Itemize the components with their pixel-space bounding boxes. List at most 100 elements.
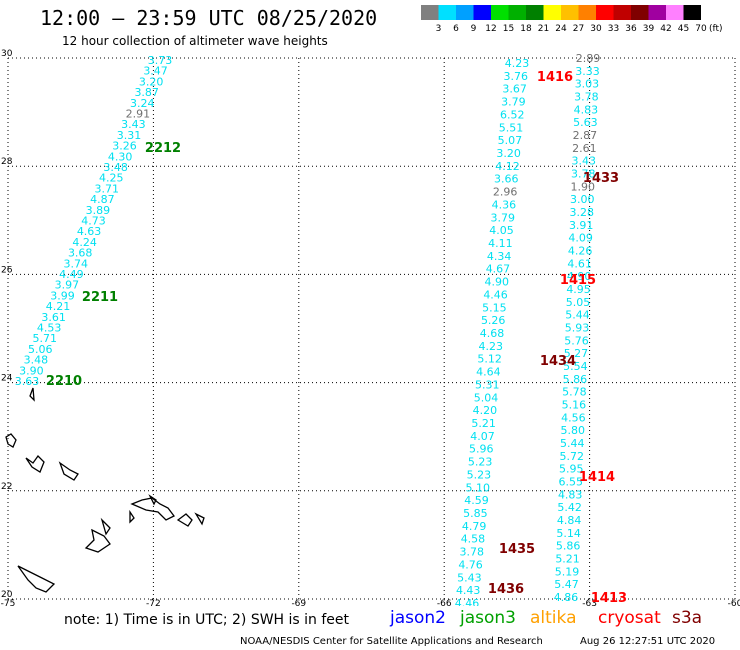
wave-height-value: 4.25 bbox=[99, 172, 124, 185]
wave-height-value: 4.67 bbox=[486, 263, 511, 276]
lat-label: 30 bbox=[1, 49, 13, 59]
wave-height-value: 5.93 bbox=[565, 322, 590, 335]
lon-label: -66 bbox=[437, 599, 452, 606]
wave-height-value: 5.04 bbox=[474, 391, 499, 404]
scale-unit: (ft) bbox=[709, 24, 723, 34]
scale-tick-label: 30 bbox=[590, 24, 602, 34]
scale-swatch bbox=[508, 5, 526, 20]
wave-height-value: 3.87 bbox=[134, 86, 159, 99]
scale-swatch bbox=[421, 5, 439, 20]
scale-tick-label: 42 bbox=[660, 24, 671, 34]
legend-cryosat: cryosat bbox=[598, 608, 661, 628]
pass-time-label: 2212 bbox=[145, 141, 181, 156]
pass-time-label: 2210 bbox=[46, 374, 82, 389]
pass-time-label: 1436 bbox=[488, 582, 524, 597]
wave-height-value: 2.61 bbox=[572, 142, 597, 155]
wave-height-value: 4.46 bbox=[483, 288, 508, 301]
scale-tick-label: 21 bbox=[538, 24, 549, 34]
island-outline bbox=[130, 497, 175, 521]
wave-height-value: 4.23 bbox=[505, 57, 530, 70]
wave-height-value: 3.89 bbox=[86, 204, 111, 217]
wave-height-value: 3.48 bbox=[24, 354, 49, 367]
wave-height-value: 4.84 bbox=[557, 514, 582, 527]
wave-height-value: 5.72 bbox=[560, 450, 585, 463]
pass-time-label: 1434 bbox=[540, 354, 576, 369]
wave-height-value: 4.07 bbox=[470, 430, 495, 443]
wave-height-value: 5.14 bbox=[556, 527, 581, 540]
map-title: 12:00 – 23:59 UTC 08/25/2020 bbox=[40, 6, 378, 30]
lat-label: 26 bbox=[1, 265, 13, 275]
wave-height-value: 5.43 bbox=[457, 571, 482, 584]
island-outline bbox=[58, 461, 79, 481]
scale-swatch bbox=[438, 5, 456, 20]
wave-height-value: 3.61 bbox=[41, 311, 66, 324]
scale-swatch bbox=[631, 5, 649, 20]
island-outline bbox=[176, 513, 193, 527]
scale-tick-label: 27 bbox=[573, 24, 584, 34]
scale-swatch bbox=[473, 5, 491, 20]
wave-height-value: 5.23 bbox=[467, 468, 492, 481]
scale-tick-label: 18 bbox=[520, 24, 532, 34]
wave-height-value: 5.95 bbox=[559, 463, 584, 476]
wave-height-value: 3.71 bbox=[95, 182, 120, 195]
lon-label: -72 bbox=[146, 599, 161, 606]
wave-height-value: 4.86 bbox=[554, 591, 579, 604]
wave-height-value: 5.42 bbox=[557, 501, 582, 514]
wave-height-value: 5.26 bbox=[481, 314, 506, 327]
scale-swatch bbox=[526, 5, 544, 20]
wave-height-value: 3.78 bbox=[571, 168, 596, 181]
wave-height-value: 3.33 bbox=[575, 65, 600, 78]
wave-height-value: 2.87 bbox=[573, 129, 598, 142]
wave-height-value: 6.52 bbox=[500, 108, 525, 121]
wave-height-value: 4.64 bbox=[476, 366, 501, 379]
wave-height-value: 4.87 bbox=[90, 193, 115, 206]
wave-height-value: 5.54 bbox=[563, 360, 588, 373]
wave-height-value: 5.15 bbox=[482, 301, 507, 314]
wave-height-value: 4.90 bbox=[485, 276, 510, 289]
pass-time-label: 2211 bbox=[82, 290, 118, 305]
wave-height-value: 5.47 bbox=[554, 578, 579, 591]
lon-label: -75 bbox=[1, 599, 16, 606]
wave-height-value: 2.91 bbox=[126, 108, 151, 121]
scale-swatch bbox=[613, 5, 631, 20]
wave-height-value: 3.78 bbox=[574, 91, 599, 104]
wave-height-value: 5.44 bbox=[565, 309, 590, 322]
scale-swatch bbox=[456, 5, 474, 20]
wave-height-value: 5.21 bbox=[471, 417, 496, 430]
wave-height-value: 3.91 bbox=[569, 219, 594, 232]
scale-tick-label: 3 bbox=[436, 24, 442, 34]
credit-line: NOAA/NESDIS Center for Satellite Applica… bbox=[240, 636, 543, 647]
scale-tick-label: 9 bbox=[471, 24, 477, 34]
scale-swatch bbox=[491, 5, 509, 20]
pass-time-label: 1414 bbox=[579, 470, 615, 485]
wave-height-value: 3.79 bbox=[501, 96, 526, 109]
wave-height-value: 4.34 bbox=[487, 250, 512, 263]
lon-label: -63 bbox=[582, 599, 597, 606]
wave-height-value: 5.44 bbox=[560, 437, 585, 450]
scale-tick-label: 6 bbox=[453, 24, 459, 34]
wave-height-value: 4.90 bbox=[567, 270, 592, 283]
map-subtitle: 12 hour collection of altimeter wave hei… bbox=[62, 34, 328, 48]
wave-height-value: 4.05 bbox=[489, 224, 514, 237]
wave-height-value: 5.10 bbox=[465, 481, 490, 494]
wave-height-value: 3.97 bbox=[55, 279, 80, 292]
wave-height-value: 4.49 bbox=[59, 268, 84, 281]
scale-tick-label: 12 bbox=[485, 24, 496, 34]
scale-swatch bbox=[578, 5, 596, 20]
wave-height-value: 4.83 bbox=[558, 488, 583, 501]
wave-height-value: 3.78 bbox=[460, 546, 485, 559]
wave-height-value: 3.68 bbox=[68, 247, 93, 260]
scale-tick-label: 36 bbox=[625, 24, 637, 34]
wave-height-value: 4.20 bbox=[473, 404, 498, 417]
wave-height-value: 3.74 bbox=[64, 257, 89, 270]
wave-height-value: 5.06 bbox=[28, 343, 53, 356]
wave-height-value: 4.26 bbox=[568, 245, 593, 258]
scale-swatch bbox=[561, 5, 579, 20]
wave-height-value: 5.07 bbox=[498, 134, 523, 147]
wave-height-value: 1.90 bbox=[571, 180, 596, 193]
wave-height-value: 2.89 bbox=[576, 52, 601, 65]
pass-time-label: 1435 bbox=[499, 542, 535, 557]
island-outline bbox=[148, 494, 157, 506]
wave-height-value: 3.79 bbox=[490, 211, 515, 224]
